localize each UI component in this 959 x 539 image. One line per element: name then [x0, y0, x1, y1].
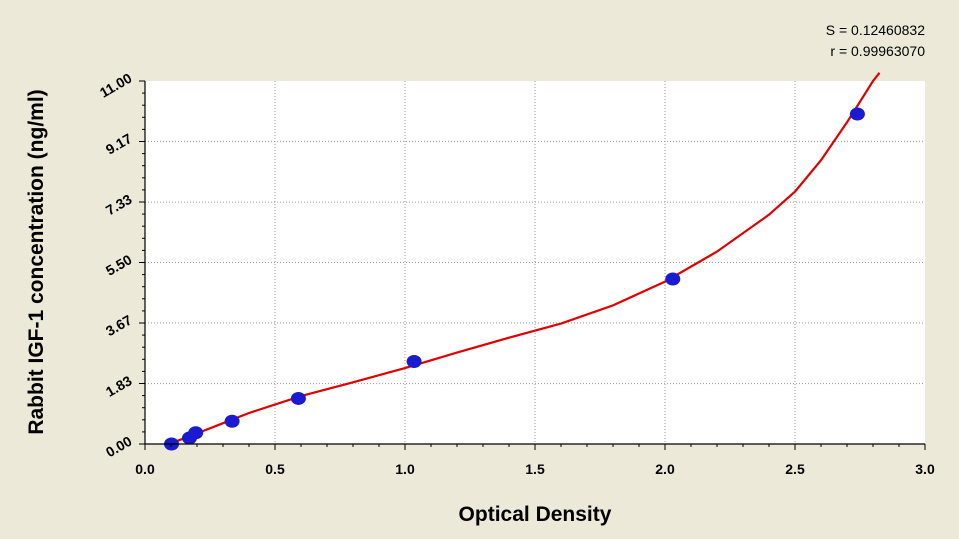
axes	[139, 80, 926, 450]
grid-lines	[145, 81, 925, 444]
data-points-layer	[164, 107, 865, 451]
x-tick-label: 3.0	[915, 461, 935, 477]
y-tick-label: 0.00	[103, 433, 135, 461]
x-tick-label: 0.5	[265, 461, 285, 477]
x-tick-label: 2.5	[785, 461, 805, 477]
y-tick-labels: 0.00 1.83 3.67 5.50 7.33 9.17 11.00	[97, 70, 135, 461]
data-point	[665, 272, 681, 286]
x-tick-label: 0.0	[135, 461, 155, 477]
y-tick-label: 9.17	[103, 130, 135, 158]
y-tick-label: 5.50	[103, 251, 135, 279]
data-point	[290, 391, 306, 405]
x-axis-title: Optical Density	[459, 503, 612, 526]
y-axis-title: Rabbit IGF-1 concentration (ng/ml)	[25, 89, 48, 434]
data-point	[224, 414, 240, 428]
y-tick-label: 11.00	[97, 70, 135, 101]
y-tick-label: 1.83	[103, 372, 135, 400]
x-tick-label: 2.0	[655, 461, 675, 477]
x-tick-label: 1.5	[525, 461, 545, 477]
y-tick-label: 7.33	[103, 191, 135, 219]
data-point	[406, 355, 422, 368]
y-tick-label: 3.67	[103, 312, 135, 340]
x-tick-labels: 0.0 0.5 1.0 1.5 2.0 2.5 3.0	[135, 461, 935, 477]
fit-curve-layer	[170, 72, 881, 444]
x-tick-label: 1.0	[395, 461, 415, 477]
fit-curve	[170, 72, 881, 444]
data-point	[849, 107, 865, 121]
s-value-label: S = 0.12460832	[826, 22, 925, 38]
r-value-label: r = 0.99963070	[830, 43, 925, 59]
data-point	[188, 426, 204, 440]
